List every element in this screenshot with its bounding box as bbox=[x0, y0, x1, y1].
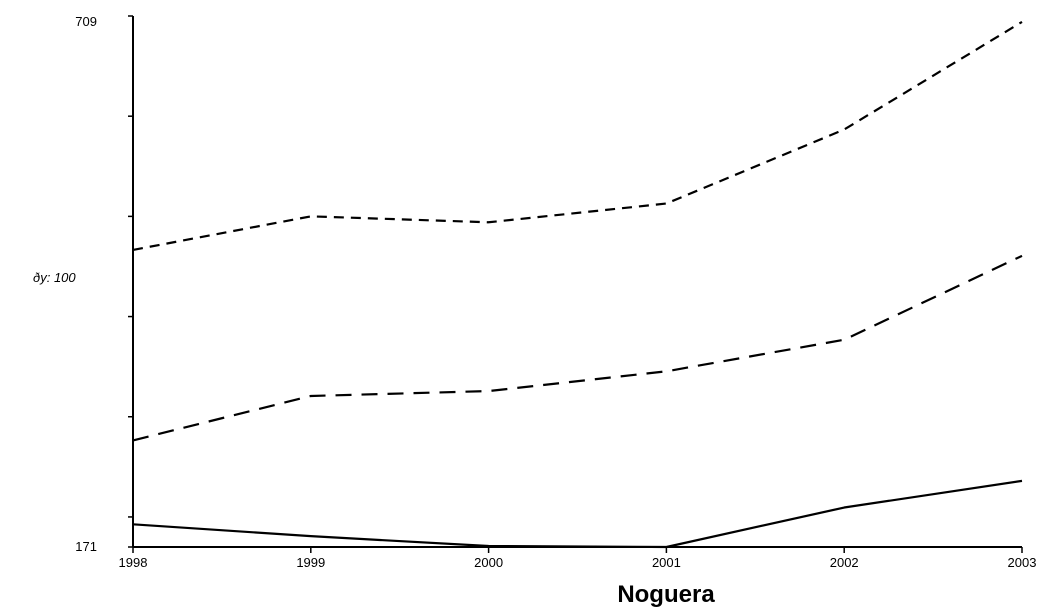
y-axis-label: ðy: 100 bbox=[33, 270, 76, 285]
x-tick-label: 2000 bbox=[474, 555, 503, 570]
y-tick-label: 171 bbox=[75, 539, 97, 554]
x-axis-label: Noguera bbox=[617, 581, 715, 608]
series-line-3 bbox=[132, 20, 1023, 251]
series-layer bbox=[132, 20, 1023, 549]
x-tick-label: 2001 bbox=[652, 555, 681, 570]
x-tick-label: 2003 bbox=[1008, 555, 1037, 570]
x-tick-label: 2002 bbox=[830, 555, 859, 570]
y-tick-label: 709 bbox=[75, 14, 97, 29]
labels-layer: ðy: 100 Noguera bbox=[33, 270, 715, 608]
axes: 171 709 1998 1999 2000 2001 2002 2003 bbox=[75, 14, 1036, 570]
x-tick-label: 1998 bbox=[119, 555, 148, 570]
series-line-2 bbox=[132, 254, 1023, 442]
series-line-1 bbox=[132, 479, 1023, 549]
x-tick-label: 1999 bbox=[296, 555, 325, 570]
